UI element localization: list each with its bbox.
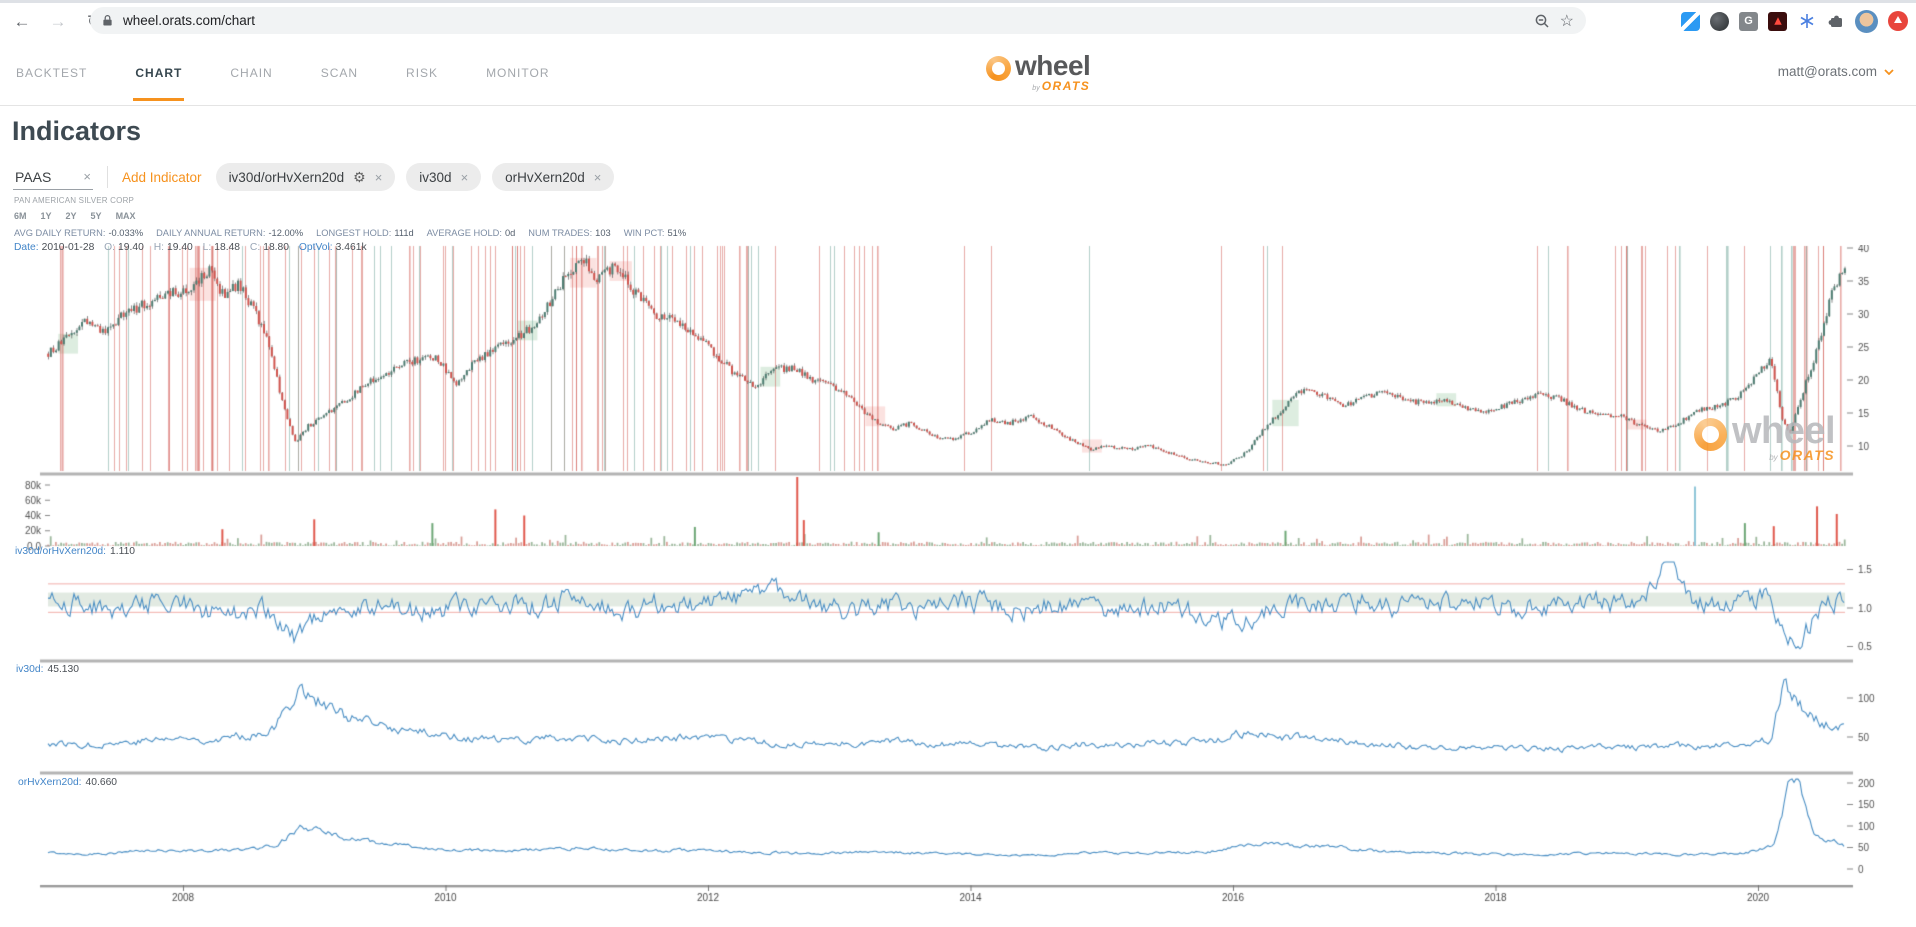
extension-red-icon[interactable] <box>1888 11 1908 31</box>
page-title: Indicators <box>12 116 142 146</box>
user-account-menu[interactable]: matt@orats.com <box>1778 64 1894 79</box>
stat-item: LONGEST HOLD: 111d <box>316 228 414 238</box>
range-1y-button[interactable]: 1Y <box>40 211 52 221</box>
chip-remove-icon[interactable]: × <box>460 169 469 185</box>
extension-snowflake-icon[interactable] <box>1797 12 1816 31</box>
tab-scan[interactable]: SCAN <box>320 66 359 80</box>
add-indicator-button[interactable]: Add Indicator <box>122 169 202 185</box>
chip-label: iv30d/orHvXern20d <box>228 169 345 185</box>
gear-icon[interactable]: ⚙ <box>353 168 366 185</box>
range-5y-button[interactable]: 5Y <box>90 211 102 221</box>
symbol-row: PAAS × Add Indicator iv30d/orHvXern20d ⚙… <box>13 163 625 191</box>
company-name: PAN AMERICAN SILVER CORP <box>14 196 135 205</box>
ticker-value: PAAS <box>15 168 52 185</box>
browser-chrome: ← → ↻ wheel.orats.com/chart ☆ G <box>0 0 1916 40</box>
chip-remove-icon[interactable]: × <box>374 169 383 185</box>
panel-label-orhvxern20d: orHvXern20d: 40.660 <box>18 777 118 788</box>
logo-subtext: by ORATS <box>1015 77 1090 95</box>
divider <box>107 166 108 188</box>
ticker-input[interactable]: PAAS × <box>13 165 93 190</box>
tab-chain[interactable]: CHAIN <box>230 66 273 80</box>
indicator-chip-orhvxern20d[interactable]: orHvXern20d × <box>492 163 615 191</box>
time-range-buttons: 6M 1Y 2Y 5Y MAX <box>14 211 136 221</box>
wheel-logo: wheel by ORATS <box>986 50 1091 95</box>
extension-dark-circle-icon[interactable] <box>1710 11 1729 31</box>
stat-item: DAILY ANNUAL RETURN: -12.00% <box>156 228 304 238</box>
chip-remove-icon[interactable]: × <box>593 169 602 185</box>
indicator-charts-canvas[interactable] <box>0 245 1916 910</box>
watermark-swirl-icon <box>1694 418 1727 451</box>
zoom-out-icon[interactable] <box>1534 13 1550 29</box>
ticker-clear-icon[interactable]: × <box>83 169 91 184</box>
backtest-stats-line: AVG DAILY RETURN: -0.033% DAILY ANNUAL RE… <box>14 228 686 238</box>
stat-item: WIN PCT: 51% <box>623 228 687 238</box>
tab-backtest[interactable]: BACKTEST <box>16 66 88 80</box>
watermark-brand-text: wheel <box>1732 410 1836 452</box>
logo-by-text: by <box>1032 85 1040 92</box>
stat-item: AVERAGE HOLD: 0d <box>426 228 516 238</box>
user-email: matt@orats.com <box>1777 64 1877 79</box>
wheel-logo-swirl-icon <box>986 56 1011 81</box>
browser-address-bar[interactable]: wheel.orats.com/chart ☆ <box>90 7 1586 34</box>
browser-tabstrip-edge <box>0 0 1916 3</box>
crosshair-ohlc-readout: Date: 2010-01-28 O: 19.40 H: 19.40 L: 18.48 … <box>14 242 367 253</box>
stat-item: AVG DAILY RETURN: -0.033% <box>14 228 144 238</box>
browser-forward-icon[interactable]: → <box>49 11 67 31</box>
extensions-puzzle-icon[interactable] <box>1826 12 1845 31</box>
extension-blue-icon[interactable] <box>1681 11 1700 31</box>
logo-brand-text: wheel <box>1015 50 1091 81</box>
range-6m-button[interactable]: 6M <box>14 211 27 221</box>
url-text: wheel.orats.com/chart <box>123 13 256 28</box>
browser-nav-buttons: ← → ↻ <box>0 3 104 40</box>
browser-extensions-row: G <box>1681 6 1908 36</box>
chip-label: iv30d <box>419 169 452 185</box>
bookmark-star-icon[interactable]: ☆ <box>1559 12 1574 30</box>
extension-adobe-pdf-icon[interactable] <box>1768 11 1787 31</box>
app-tabs: BACKTEST CHART CHAIN SCAN RISK MONITOR <box>14 40 552 106</box>
app-navigation-bar: BACKTEST CHART CHAIN SCAN RISK MONITOR w… <box>0 40 1916 106</box>
indicator-chip-iv30d[interactable]: iv30d × <box>406 163 482 191</box>
browser-back-icon[interactable]: ← <box>13 11 31 31</box>
range-max-button[interactable]: MAX <box>115 211 136 221</box>
panel-label-iv30d: iv30d: 45.130 <box>16 664 79 675</box>
indicator-chip-ratio[interactable]: iv30d/orHvXern20d ⚙ × <box>215 163 396 191</box>
browser-profile-avatar[interactable] <box>1855 9 1878 33</box>
chevron-down-icon <box>1884 68 1894 75</box>
chip-label: orHvXern20d <box>505 169 585 185</box>
tab-chart[interactable]: CHART <box>133 41 185 105</box>
extension-g-icon[interactable]: G <box>1739 11 1758 31</box>
tab-risk[interactable]: RISK <box>406 66 439 80</box>
lock-icon <box>102 14 113 27</box>
wheel-watermark: wheel by ORATS <box>1694 410 1836 465</box>
stat-item: NUM TRADES: 103 <box>528 228 611 238</box>
range-2y-button[interactable]: 2Y <box>65 211 77 221</box>
logo-company-text: ORATS <box>1041 79 1091 93</box>
tab-monitor[interactable]: MONITOR <box>486 66 550 80</box>
panel-label-ratio: iv30d/orHvXern20d: 1.110 <box>15 546 136 557</box>
